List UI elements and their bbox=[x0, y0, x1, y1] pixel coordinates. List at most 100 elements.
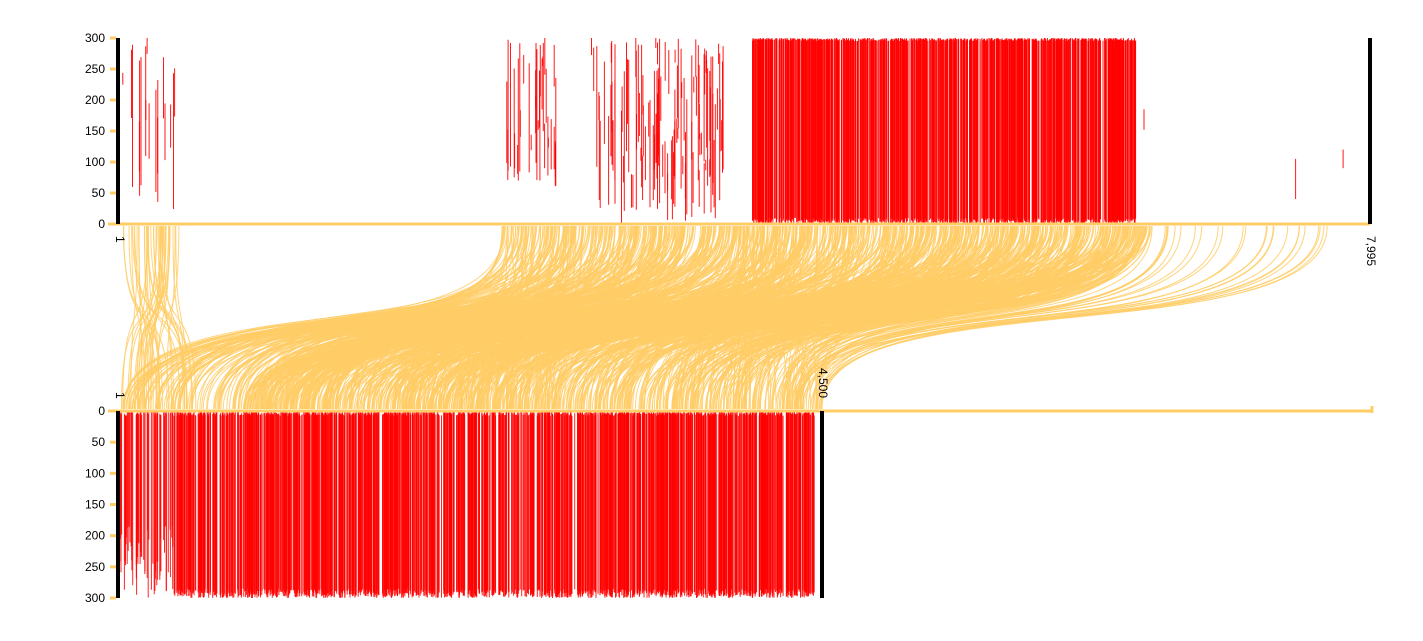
synteny-link bbox=[252, 225, 731, 410]
synteny-link bbox=[634, 225, 894, 410]
synteny-link bbox=[676, 225, 1042, 410]
synteny-link bbox=[293, 225, 737, 410]
synteny-link bbox=[734, 225, 1047, 410]
synteny-link bbox=[805, 225, 946, 410]
synteny-link bbox=[448, 225, 750, 410]
synteny-link bbox=[796, 225, 1168, 410]
synteny-link bbox=[346, 225, 987, 410]
synteny-link bbox=[552, 225, 824, 410]
synteny-link bbox=[751, 225, 989, 410]
synteny-link bbox=[508, 225, 730, 410]
synteny-link bbox=[625, 225, 777, 410]
synteny-link bbox=[471, 225, 841, 410]
synteny-link bbox=[534, 225, 752, 410]
synteny-link bbox=[319, 225, 730, 410]
synteny-link bbox=[558, 225, 797, 410]
synteny-link bbox=[296, 225, 1148, 410]
axis-labels: 1 7,995 1 4,500 bbox=[113, 236, 1378, 399]
synteny-link bbox=[737, 225, 898, 410]
synteny-link bbox=[649, 225, 998, 410]
bottom-track-start-label: 1 bbox=[113, 392, 127, 399]
synteny-link bbox=[789, 225, 1000, 410]
top-y-tick-label: 200 bbox=[85, 93, 105, 107]
bottom-y-tick-label: 100 bbox=[85, 466, 105, 480]
top-y-tick-label: 100 bbox=[85, 155, 105, 169]
synteny-link bbox=[179, 225, 520, 410]
synteny-link bbox=[175, 225, 187, 410]
synteny-link bbox=[196, 225, 626, 410]
synteny-link bbox=[801, 225, 1247, 410]
synteny-link bbox=[144, 225, 152, 410]
synteny-link bbox=[308, 225, 809, 410]
bottom-track-end-label: 4,500 bbox=[816, 368, 830, 398]
synteny-link bbox=[232, 225, 612, 410]
synteny-link bbox=[137, 225, 614, 410]
top-y-tick-label: 150 bbox=[85, 124, 105, 138]
bottom-y-tick-label: 50 bbox=[92, 435, 106, 449]
synteny-link bbox=[250, 225, 954, 410]
synteny-link bbox=[581, 225, 1094, 410]
synteny-link bbox=[131, 225, 553, 410]
synteny-link bbox=[147, 225, 188, 410]
synteny-link bbox=[506, 225, 759, 410]
synteny-link bbox=[136, 225, 148, 410]
top-y-tick-label: 250 bbox=[85, 62, 105, 76]
bottom-y-tick-label: 150 bbox=[85, 498, 105, 512]
synteny-link bbox=[792, 225, 1153, 410]
bottom-track-bars bbox=[117, 411, 815, 598]
synteny-link bbox=[536, 225, 1078, 410]
top-y-tick-label: 0 bbox=[98, 217, 105, 231]
synteny-link bbox=[817, 225, 1176, 410]
bottom-y-tick-label: 0 bbox=[98, 404, 105, 418]
synteny-link bbox=[153, 225, 186, 410]
synteny-link bbox=[816, 225, 1275, 410]
bottom-y-tick-label: 200 bbox=[85, 529, 105, 543]
synteny-link bbox=[172, 225, 185, 410]
synteny-link bbox=[524, 225, 1131, 410]
synteny-link bbox=[693, 225, 1146, 410]
synteny-link bbox=[694, 225, 897, 410]
synteny-link bbox=[292, 225, 805, 410]
synteny-link bbox=[170, 225, 693, 410]
synteny-link bbox=[285, 225, 1135, 410]
synteny-link bbox=[553, 225, 754, 410]
synteny-link bbox=[157, 225, 557, 410]
synteny-link bbox=[294, 225, 841, 410]
synteny-link bbox=[796, 225, 1267, 410]
synteny-link bbox=[447, 225, 1062, 410]
bottom-y-tick-label: 250 bbox=[85, 560, 105, 574]
synteny-link bbox=[363, 225, 1127, 410]
top-y-tick-label: 50 bbox=[92, 186, 106, 200]
synteny-link bbox=[232, 225, 564, 410]
synteny-link bbox=[744, 225, 778, 410]
top-track-bars bbox=[122, 38, 1344, 224]
synteny-link bbox=[621, 225, 938, 410]
synteny-link bbox=[744, 225, 1079, 410]
synteny-link bbox=[649, 225, 1107, 410]
synteny-link bbox=[684, 225, 1024, 410]
synteny-link bbox=[295, 225, 856, 410]
synteny-link bbox=[812, 225, 1169, 410]
synteny-links bbox=[120, 225, 1328, 410]
synteny-link bbox=[781, 225, 839, 410]
bottom-y-tick-label: 300 bbox=[85, 591, 105, 605]
synteny-link bbox=[150, 225, 161, 410]
synteny-link bbox=[217, 225, 508, 410]
synteny-link bbox=[138, 225, 143, 410]
synteny-link bbox=[821, 225, 1289, 410]
top-y-tick-label: 300 bbox=[85, 31, 105, 45]
synteny-link bbox=[812, 225, 1077, 410]
top-track-start-label: 1 bbox=[113, 236, 127, 243]
synteny-link bbox=[638, 225, 906, 410]
synteny-link bbox=[787, 225, 1123, 410]
synteny-link bbox=[611, 225, 904, 410]
synteny-link bbox=[191, 225, 591, 410]
synteny-link bbox=[130, 225, 138, 410]
synteny-link bbox=[244, 225, 754, 410]
synteny-link bbox=[653, 225, 797, 410]
synteny-link bbox=[239, 225, 574, 410]
top-track-end-label: 7,995 bbox=[1364, 236, 1378, 266]
synteny-link bbox=[422, 225, 878, 410]
track-axes: 0 50 100 150 200 250 300 0 50 100 150 200 250 300 bbox=[85, 31, 1374, 605]
